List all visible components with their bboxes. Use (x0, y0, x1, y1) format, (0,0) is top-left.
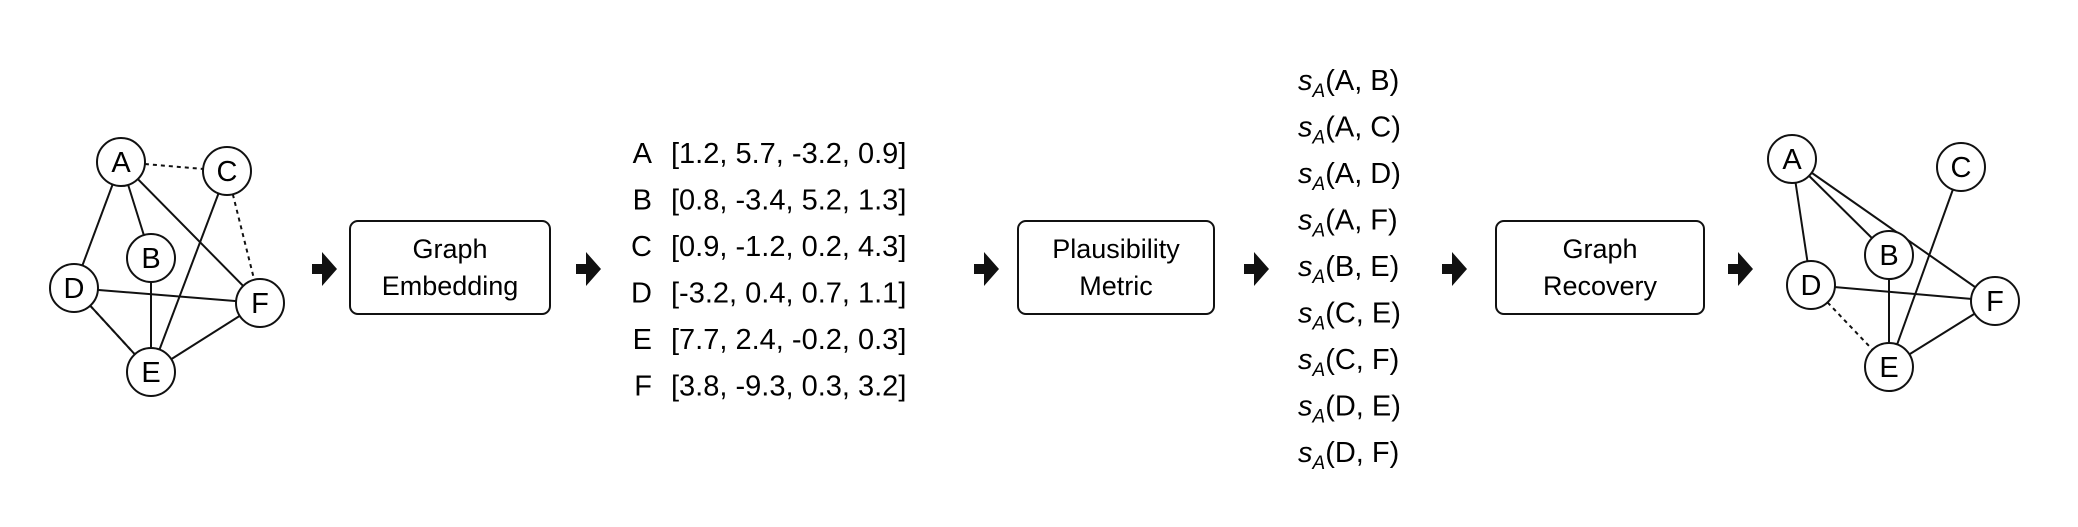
plausibility-metric-step: Plausibility Metric (1017, 220, 1215, 315)
arrow-5 (1442, 252, 1467, 286)
step-box (349, 220, 551, 315)
node-f: F (235, 278, 285, 328)
embedding-vector: [0.9, -1.2, 0.2, 4.3] (671, 231, 906, 263)
embedding-row: D [-3.2, 0.4, 0.7, 1.1] (631, 278, 906, 310)
node-circle (1864, 230, 1914, 280)
plausibility-score: sA(A, C) (1298, 112, 1401, 149)
node-b: B (126, 233, 176, 283)
embedding-node-label: B (633, 185, 652, 217)
embedding-list: A [1.2, 5.7, -3.2, 0.9] B [0.8, -3.4, 5.2, … (631, 138, 906, 403)
embedding-node-label: F (634, 371, 652, 403)
node-circle (1970, 276, 2020, 326)
node-e: E (126, 347, 176, 397)
embedding-vector: [7.7, 2.4, -0.2, 0.3] (671, 324, 906, 356)
plausibility-score: sA(A, F) (1298, 205, 1398, 242)
node-label: F (1986, 286, 2004, 318)
plausibility-score: sA(D, F) (1298, 437, 1399, 474)
embedding-node-label: A (633, 138, 653, 170)
graph-recovery-step: Graph Recovery (1495, 220, 1705, 315)
node-label: D (64, 273, 85, 305)
node-d: D (1786, 260, 1836, 310)
arrow-4 (1244, 252, 1269, 286)
node-label: D (1801, 270, 1822, 302)
node-label: C (217, 156, 238, 188)
node-circle (1864, 342, 1914, 392)
embedding-vector: [-3.2, 0.4, 0.7, 1.1] (671, 278, 906, 310)
recovered-graph: A B C D E F (1767, 134, 2020, 392)
node-label: A (111, 147, 131, 179)
node-circle (202, 146, 252, 196)
flow-arrows (312, 252, 1753, 286)
edge-a-f (120, 161, 261, 304)
embedding-row: A [1.2, 5.7, -3.2, 0.9] (633, 138, 907, 170)
embedding-row: E [7.7, 2.4, -0.2, 0.3] (633, 324, 907, 356)
score-list: sA(A, B) sA(A, C) sA(A, D) sA(A, F) sA(B, E)… (1298, 65, 1401, 474)
nodes: A B C D E F (1767, 134, 2020, 392)
embedding-row: C [0.9, -1.2, 0.2, 4.3] (631, 231, 906, 263)
embedding-vector: [1.2, 5.7, -3.2, 0.9] (671, 138, 906, 170)
node-c: C (202, 146, 252, 196)
embedding-node-label: D (631, 278, 652, 310)
node-label: B (1879, 240, 1898, 272)
nodes: A B C D E F (49, 137, 285, 397)
node-label: A (1782, 144, 1802, 176)
edge-a-f (1791, 158, 1996, 302)
node-circle (235, 278, 285, 328)
node-circle (96, 137, 146, 187)
step-label-line1: Graph (1562, 234, 1637, 264)
edge-c-e (1888, 166, 1962, 368)
node-e: E (1864, 342, 1914, 392)
node-b: B (1864, 230, 1914, 280)
node-label: F (251, 288, 269, 320)
arrow-3 (974, 252, 999, 286)
plausibility-score: sA(A, D) (1298, 158, 1401, 195)
step-label-line1: Plausibility (1052, 234, 1180, 264)
embedding-vector: [0.8, -3.4, 5.2, 1.3] (671, 185, 906, 217)
graph-embedding-step: Graph Embedding (349, 220, 551, 315)
arrow-1 (312, 252, 337, 286)
step-label-line2: Recovery (1543, 271, 1658, 301)
step-label-line1: Graph (412, 234, 487, 264)
node-label: E (141, 357, 160, 389)
arrow-2 (576, 252, 601, 286)
embedding-vector: [3.8, -9.3, 0.3, 3.2] (671, 371, 906, 403)
step-box (1017, 220, 1215, 315)
embedding-node-label: E (633, 324, 652, 356)
input-graph: A B C D E F (49, 137, 285, 397)
arrow-6 (1728, 252, 1753, 286)
node-a: A (1767, 134, 1817, 184)
node-label: B (141, 243, 160, 275)
node-circle (126, 233, 176, 283)
embedding-row: B [0.8, -3.4, 5.2, 1.3] (633, 185, 907, 217)
edge-d-f (1810, 284, 1996, 302)
node-label: C (1951, 152, 1972, 184)
node-d: D (49, 263, 99, 313)
step-label-line2: Metric (1079, 271, 1153, 301)
node-f: F (1970, 276, 2020, 326)
plausibility-score: sA(C, F) (1298, 344, 1399, 381)
node-circle (49, 263, 99, 313)
embedding-node-label: C (631, 231, 652, 263)
plausibility-score: sA(B, E) (1298, 251, 1399, 288)
plausibility-score: sA(C, E) (1298, 298, 1401, 335)
node-circle (126, 347, 176, 397)
node-circle (1786, 260, 1836, 310)
plausibility-score: sA(A, B) (1298, 65, 1399, 102)
node-circle (1936, 142, 1986, 192)
step-box (1495, 220, 1705, 315)
node-a: A (96, 137, 146, 187)
step-label-line2: Embedding (382, 271, 519, 301)
node-c: C (1936, 142, 1986, 192)
edge-d-f (73, 287, 261, 304)
node-circle (1767, 134, 1817, 184)
plausibility-score: sA(D, E) (1298, 391, 1401, 428)
embedding-row: F [3.8, -9.3, 0.3, 3.2] (634, 371, 906, 403)
node-label: E (1879, 352, 1898, 384)
edge-c-e (150, 170, 228, 373)
